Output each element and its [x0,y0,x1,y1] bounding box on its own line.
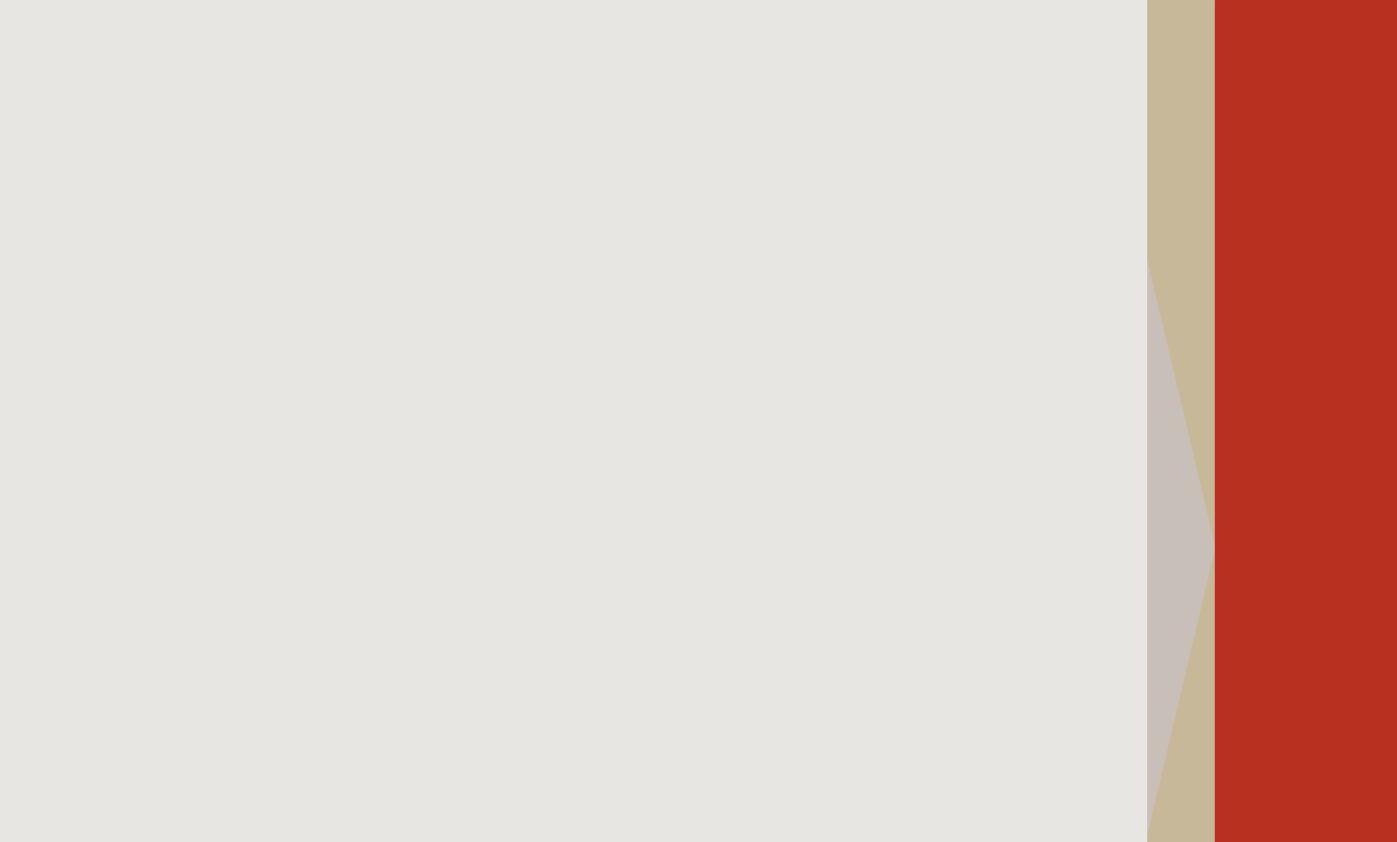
Text: Match: Match [98,135,217,168]
Text: create: create [657,420,760,451]
Text: - Act as channels or: - Act as channels or [657,585,977,616]
Text: the molecule to its function:: the molecule to its function: [193,135,679,167]
Text: - ‘Label’ the cell: - ‘Label’ the cell [657,240,918,271]
Text: Carbohydrates: Carbohydrates [112,589,352,621]
Text: move across: move across [657,706,858,738]
Text: pumps for molecules to: pumps for molecules to [657,646,1037,677]
Text: - Make up the majority: - Make up the majority [657,299,1027,330]
Text: of the membrane;: of the membrane; [657,360,946,391]
Text: semi-permeability: semi-permeability [657,481,949,512]
Text: Proteins: Proteins [112,421,247,452]
Text: Lipids: Lipids [112,261,211,292]
